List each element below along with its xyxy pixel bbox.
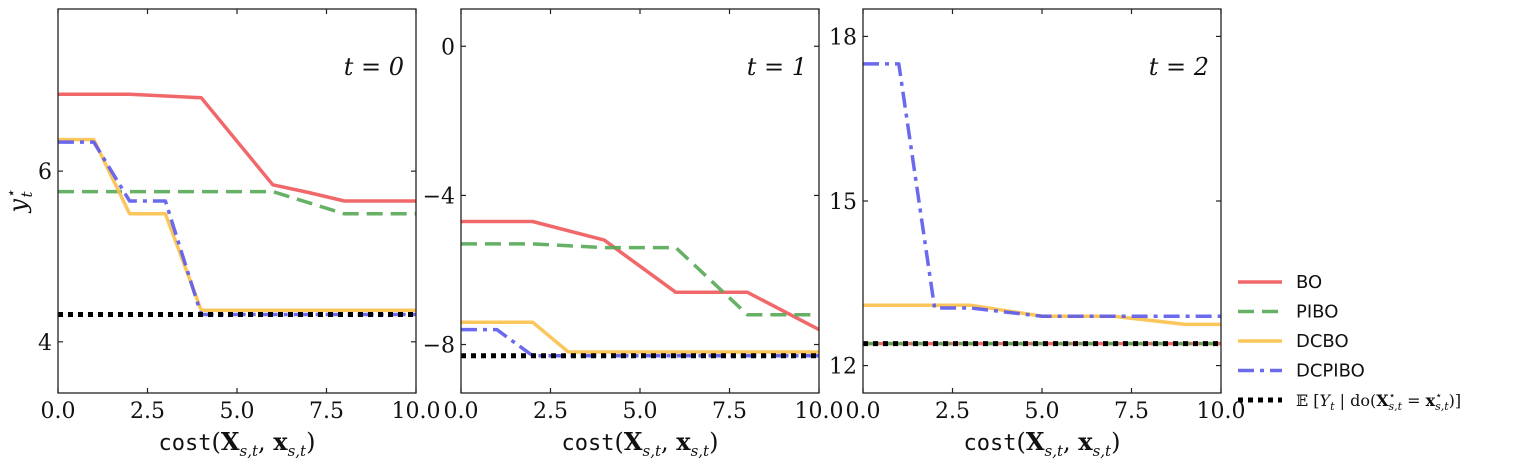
x-tick-label: 0.0	[444, 399, 479, 424]
x-tick-label: 2.5	[935, 399, 970, 424]
series-line-dcpibo	[58, 140, 416, 317]
x-tick-label: 5.0	[623, 399, 658, 424]
series-line-dcpibo	[461, 327, 819, 358]
x-tick-label: 2.5	[130, 399, 165, 424]
y-tick-label: 12	[829, 355, 857, 380]
series-line-bo	[58, 92, 416, 203]
x-tick-label: 0.0	[41, 399, 76, 424]
panel-time-label: t = 1	[747, 53, 807, 81]
x-tick-label: 7.5	[309, 399, 344, 424]
y-tick-label: 4	[38, 331, 52, 356]
series-line-pibo	[58, 189, 416, 216]
x-axis-label: cost(Xs,t, xs,t)	[159, 427, 316, 460]
legend-entry-0: BO	[1238, 272, 1322, 293]
y-tick-label: 15	[829, 190, 857, 215]
legend-label: DCPIBO	[1296, 361, 1365, 382]
legend-entry-4: 𝔼 [Yt | do(X⋆ s,t = x⋆ s,t)]	[1238, 389, 1461, 413]
panel-time-label: t = 0	[344, 53, 404, 81]
y-tick-label: 6	[38, 160, 52, 185]
y-tick-label: −8	[423, 334, 455, 359]
legend: BO PIBO DCBO DCPIBO 𝔼 [Yt | do(X⋆ s,t = x⋆ s,t…	[1238, 272, 1461, 413]
y-axis-label: y⋆t	[2, 190, 36, 214]
series-line-dcpibo	[863, 62, 1221, 318]
y-tick-label: 18	[829, 25, 857, 50]
panel-time-label: t = 2	[1149, 53, 1209, 81]
x-tick-label: 7.5	[1114, 399, 1149, 424]
series-line-dcbo	[461, 320, 819, 354]
legend-label: PIBO	[1296, 302, 1338, 323]
y-tick-label: 0	[441, 35, 455, 60]
x-tick-label: 5.0	[1025, 399, 1060, 424]
legend-label: BO	[1296, 272, 1322, 293]
series-line-pibo	[461, 242, 819, 317]
legend-label: 𝔼 [Yt | do(X⋆ s,t = x⋆ s,t)]	[1296, 389, 1461, 413]
legend-label: DCBO	[1296, 331, 1349, 352]
x-axis-label: cost(Xs,t, xs,t)	[562, 427, 719, 460]
x-axis-label: cost(Xs,t, xs,t)	[964, 427, 1121, 460]
chart-panel-0: 0.0 2.5 5.0 7.5 10.0 4 6 t = 0 cost(Xs,t, xs,t) y…	[2, 8, 441, 460]
series-line-bo	[461, 219, 819, 332]
legend-entry-3: DCPIBO	[1238, 361, 1365, 382]
legend-entry-1: PIBO	[1238, 302, 1338, 323]
x-tick-label: 7.5	[712, 399, 747, 424]
x-tick-label: 0.0	[846, 399, 881, 424]
chart-panel-2: 0.0 2.5 5.0 7.5 10.0 12 15 18 t = 2 cost(Xs,t, xs…	[829, 8, 1246, 460]
x-tick-label: 10.0	[795, 399, 844, 424]
x-tick-label: 10.0	[392, 399, 441, 424]
series-line-dcbo	[58, 137, 416, 312]
chart-panel-1: 0.0 2.5 5.0 7.5 10.0 0 −4 −8 t = 1 cost(Xs,t, xs,…	[423, 8, 844, 460]
x-tick-label: 2.5	[533, 399, 568, 424]
legend-entry-2: DCBO	[1238, 331, 1349, 352]
x-tick-label: 5.0	[220, 399, 255, 424]
x-tick-label: 10.0	[1197, 399, 1246, 424]
y-tick-label: −4	[423, 184, 455, 209]
